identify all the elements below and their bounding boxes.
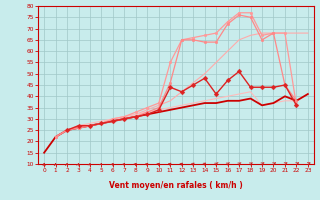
X-axis label: Vent moyen/en rafales ( km/h ): Vent moyen/en rafales ( km/h ) <box>109 182 243 191</box>
